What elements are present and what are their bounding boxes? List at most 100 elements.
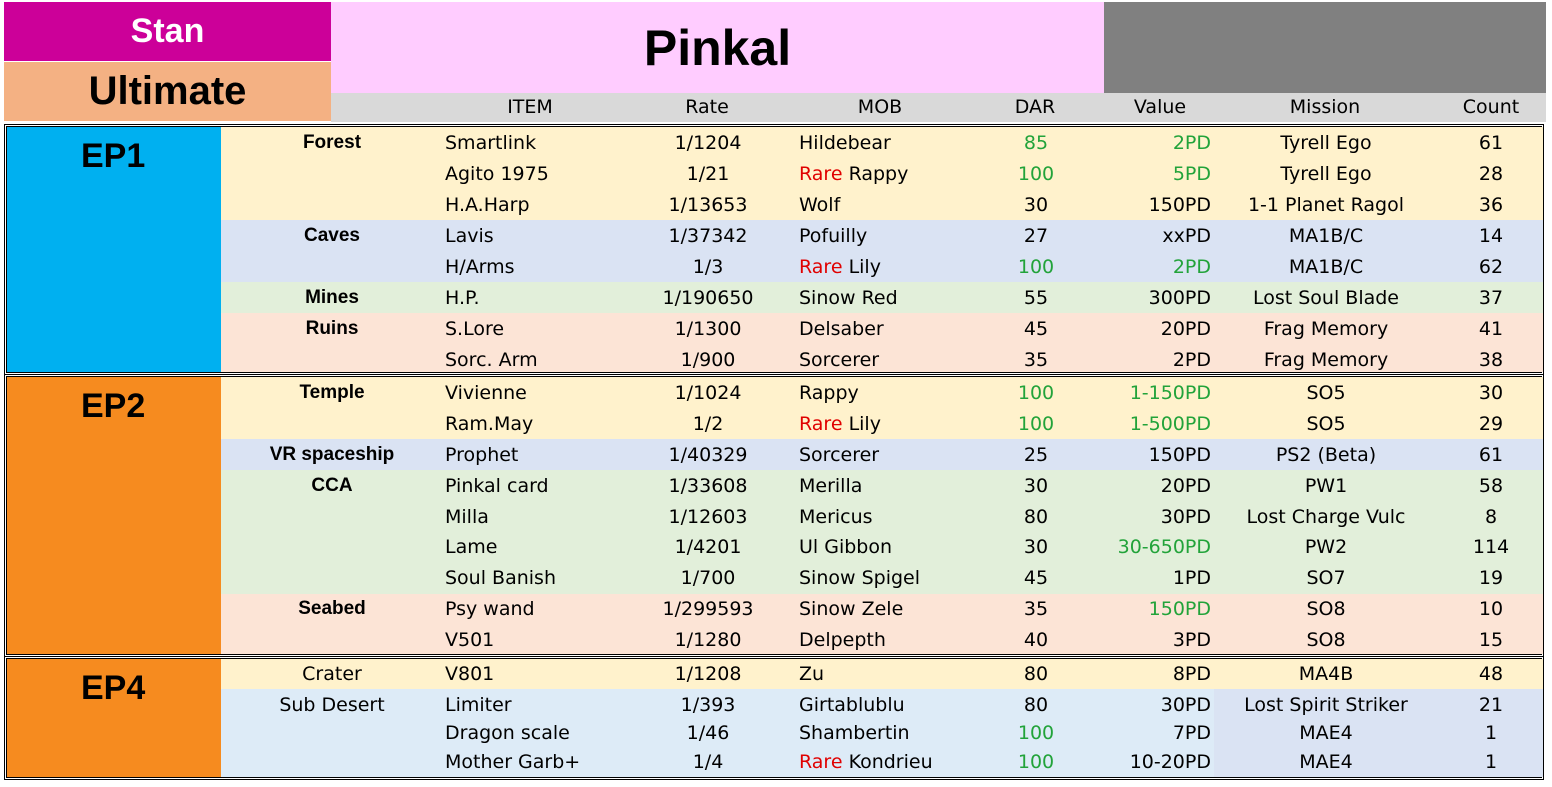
mob-name: Delpepth (799, 629, 886, 651)
mob-name: Pofuilly (799, 225, 868, 247)
mob-name: Sinow Spigel (799, 567, 921, 589)
mob-name: Wolf (799, 194, 841, 216)
count-value: 114 (1472, 536, 1510, 558)
drop-rate: 1/1204 (674, 132, 742, 154)
band-temple (221, 377, 1543, 439)
pd-value: 30PD (1160, 694, 1211, 716)
table-row: Agito 1975 1/21 Rare Rappy 100 5PD Tyrel… (221, 159, 1543, 190)
count-value: 1 (1484, 722, 1498, 744)
mission-name: MAE4 (1299, 722, 1353, 744)
table-row: Sorc. Arm 1/900 Sorcerer 35 2PD Frag Mem… (221, 345, 1543, 376)
dar-value: 100 (1017, 256, 1055, 278)
dar-value: 45 (1023, 567, 1049, 589)
item-name: Smartlink (445, 132, 537, 154)
drop-rate: 1/4 (692, 751, 724, 773)
table-row: Sub Desert Limiter 1/393 Girtablublu 80 … (221, 690, 1543, 721)
band-seabed (221, 594, 1543, 654)
area-label: Mines (305, 287, 359, 308)
mission-name: SO5 (1306, 382, 1346, 404)
mission-name: MAE4 (1299, 751, 1353, 773)
col-value: Value (1133, 96, 1187, 118)
drop-rate: 1/900 (680, 349, 736, 371)
dar-value: 100 (1017, 751, 1055, 773)
count-value: 36 (1478, 194, 1504, 216)
item-name: Ram.May (445, 413, 534, 435)
dar-value: 80 (1023, 663, 1049, 685)
pd-value: 2PD (1172, 349, 1211, 371)
item-name: Soul Banish (445, 567, 556, 589)
col-item: ITEM (507, 96, 553, 118)
item-name: H.P. (445, 287, 480, 309)
mob-name: Sinow Zele (799, 598, 904, 620)
header-gray-cell (1104, 2, 1546, 93)
mission-name: SO8 (1306, 629, 1346, 651)
count-value: 15 (1478, 629, 1504, 651)
drop-rate: 1/299593 (662, 598, 754, 620)
table-row: Forest Smartlink 1/1204 Hildebear 85 2PD… (221, 128, 1543, 159)
pd-value: xxPD (1162, 225, 1211, 247)
drop-rate: 1/21 (686, 163, 730, 185)
col-mob: MOB (857, 96, 903, 118)
table-row: H.A.Harp 1/13653 Wolf 30 150PD 1-1 Plane… (221, 190, 1543, 221)
rare-tag: Rare (799, 413, 843, 435)
episode-label-ep2: EP2 (7, 377, 221, 654)
area-label: Seabed (298, 598, 366, 619)
mission-name: MA1B/C (1288, 225, 1364, 247)
col-mission: Mission (1289, 96, 1361, 118)
pd-value: 150PD (1148, 444, 1211, 466)
drop-rate: 1/1024 (674, 382, 742, 404)
mission-name: Tyrell Ego (1280, 132, 1372, 154)
mission-name: Lost Spirit Striker (1244, 694, 1408, 716)
dar-value: 100 (1017, 413, 1055, 435)
dar-value: 100 (1017, 382, 1055, 404)
mob-name: Shambertin (799, 722, 910, 744)
item-name: Mother Garb+ (445, 751, 581, 773)
dar-value: 100 (1017, 163, 1055, 185)
band-crater (221, 659, 1543, 689)
mob-name: Rare Lily (799, 256, 881, 278)
count-value: 30 (1478, 382, 1504, 404)
item-name: S.Lore (445, 318, 505, 340)
item-name: Vivienne (445, 382, 527, 404)
band-forest (221, 127, 1543, 220)
col-count: Count (1462, 96, 1520, 118)
pd-value: 8PD (1172, 663, 1211, 685)
count-value: 58 (1478, 475, 1504, 497)
pd-value: 150PD (1148, 598, 1211, 620)
count-value: 29 (1478, 413, 1504, 435)
pd-value: 300PD (1148, 287, 1211, 309)
header-ultimate: Ultimate (4, 62, 331, 121)
table-row: Soul Banish 1/700 Sinow Spigel 45 1PD SO… (221, 563, 1543, 594)
dar-value: 30 (1023, 536, 1049, 558)
dar-value: 25 (1023, 444, 1049, 466)
mission-name: Lost Soul Blade (1252, 287, 1400, 309)
pd-value: 1PD (1172, 567, 1211, 589)
drop-rate: 1/40329 (668, 444, 748, 466)
mission-name: Frag Memory (1263, 349, 1389, 371)
area-label: Forest (302, 132, 362, 153)
dar-value: 30 (1023, 475, 1049, 497)
drop-rate: 1/12603 (668, 506, 748, 528)
table-row: Dragon scale 1/46 Shambertin 100 7PD MAE… (221, 718, 1543, 749)
column-header-bar (331, 93, 1546, 122)
item-name: V501 (445, 629, 495, 651)
table-row: Lame 1/4201 Ul Gibbon 30 30-650PD PW2 11… (221, 532, 1543, 563)
dar-value: 80 (1023, 506, 1049, 528)
count-value: 37 (1478, 287, 1504, 309)
dar-value: 45 (1023, 318, 1049, 340)
item-name: Lavis (445, 225, 494, 247)
rare-tag: Rare (799, 163, 843, 185)
area-label: Crater (302, 663, 362, 685)
pd-value: 20PD (1160, 318, 1211, 340)
mission-name: PW2 (1304, 536, 1348, 558)
drop-rate: 1/33608 (668, 475, 748, 497)
mob-name: Sinow Red (799, 287, 898, 309)
count-value: 28 (1478, 163, 1504, 185)
episode-label-ep4: EP4 (7, 659, 221, 777)
count-value: 41 (1478, 318, 1504, 340)
mob-name: Sorcerer (799, 444, 880, 466)
mob-name: Girtablublu (799, 694, 905, 716)
dar-value: 80 (1023, 694, 1049, 716)
count-value: 21 (1478, 694, 1504, 716)
band-mines (221, 282, 1543, 313)
